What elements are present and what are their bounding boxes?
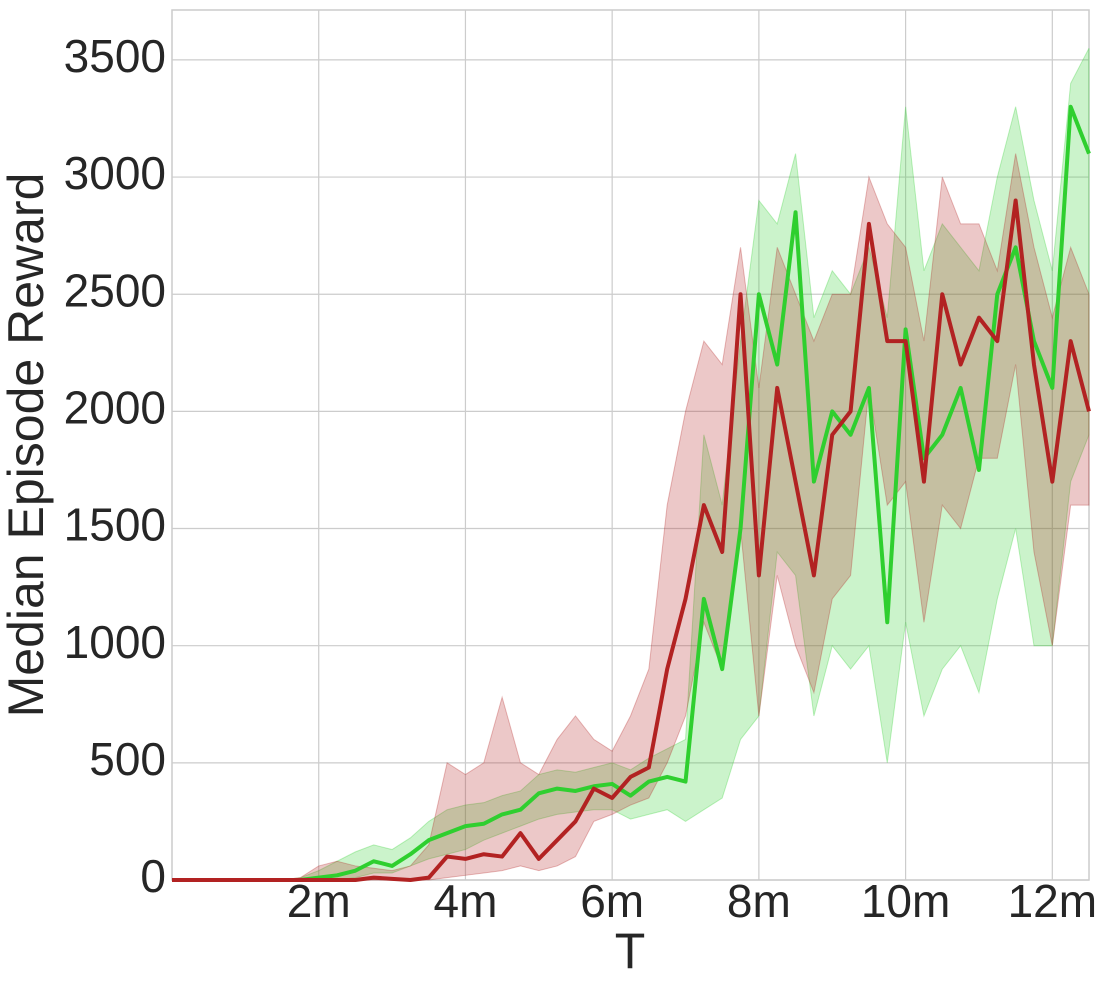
x-tick-label: 4m <box>433 875 497 927</box>
y-tick-label: 3000 <box>64 147 166 199</box>
x-tick-label: 8m <box>727 875 791 927</box>
lines <box>172 104 1091 882</box>
y-axis-label: Median Episode Reward <box>0 173 54 718</box>
labels: 0 500 1000 1500 2000 2500 3000 3500 2m 4m 6m 8m 10m 1… <box>64 30 1097 927</box>
y-tick-label: 2500 <box>64 264 166 316</box>
x-tick-label: 2m <box>287 875 351 927</box>
y-tick-label: 1500 <box>64 499 166 551</box>
line <box>172 104 1091 882</box>
y-tick-label: 0 <box>140 850 166 902</box>
y-tick-label: 500 <box>89 733 166 785</box>
band <box>172 47 1090 881</box>
y-tick-label: 3500 <box>64 30 166 82</box>
line <box>172 198 1091 882</box>
y-tick-label: 2000 <box>64 382 166 434</box>
grid <box>172 10 1089 881</box>
y-tick-label: 1000 <box>64 616 166 668</box>
x-tick-label: 12m <box>1008 875 1097 927</box>
x-tick-label: 10m <box>861 875 950 927</box>
x-axis-label: T <box>615 923 646 979</box>
x-tick-label: 6m <box>580 875 644 927</box>
